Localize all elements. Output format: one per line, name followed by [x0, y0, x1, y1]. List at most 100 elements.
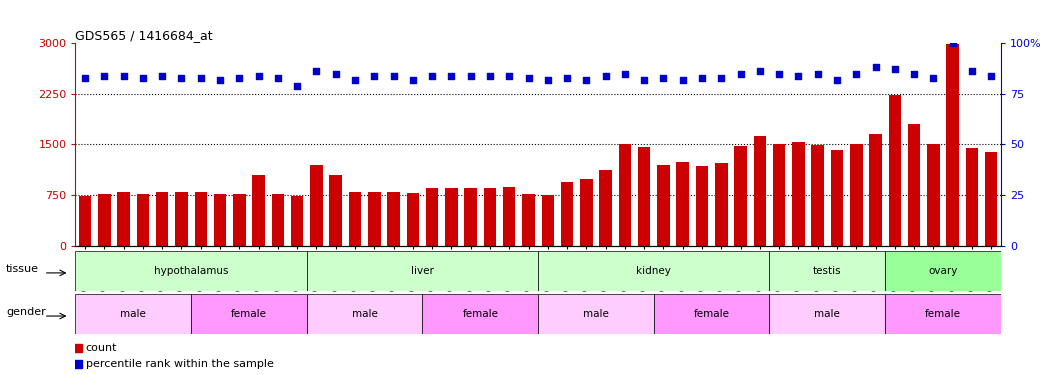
- Bar: [175, 192, 188, 246]
- Text: male: male: [121, 309, 147, 319]
- Bar: [889, 95, 901, 246]
- Bar: [503, 187, 516, 246]
- Bar: [195, 192, 208, 246]
- Text: gender: gender: [6, 307, 46, 317]
- Point: [366, 72, 383, 78]
- Bar: [561, 182, 573, 246]
- Point: [212, 76, 228, 82]
- Point: [501, 72, 518, 78]
- Point: [77, 75, 93, 81]
- Bar: [696, 166, 708, 246]
- Bar: [307, 294, 422, 334]
- Point: [154, 72, 171, 78]
- Point: [134, 75, 151, 81]
- Text: count: count: [86, 343, 117, 353]
- Point: [289, 82, 306, 88]
- Point: [540, 76, 556, 82]
- Bar: [271, 194, 284, 246]
- Bar: [214, 194, 226, 246]
- Text: ovary: ovary: [929, 266, 958, 276]
- Point: [733, 70, 749, 76]
- Bar: [425, 188, 438, 246]
- Bar: [654, 294, 769, 334]
- Bar: [538, 251, 769, 291]
- Bar: [75, 251, 307, 291]
- Text: percentile rank within the sample: percentile rank within the sample: [86, 359, 274, 369]
- Bar: [233, 194, 245, 246]
- Bar: [886, 251, 1001, 291]
- Bar: [869, 134, 881, 246]
- Bar: [329, 175, 342, 246]
- Text: testis: testis: [813, 266, 842, 276]
- Point: [983, 72, 1000, 78]
- Point: [231, 75, 247, 81]
- Bar: [388, 192, 400, 246]
- Bar: [368, 192, 380, 246]
- Point: [347, 76, 364, 82]
- Bar: [310, 165, 323, 246]
- Bar: [464, 188, 477, 246]
- Point: [405, 76, 421, 82]
- Bar: [99, 194, 111, 246]
- Bar: [291, 196, 304, 246]
- Bar: [79, 196, 91, 246]
- Point: [597, 72, 614, 78]
- Point: [829, 76, 846, 82]
- Point: [905, 70, 922, 76]
- Bar: [735, 146, 747, 246]
- Text: female: female: [231, 309, 267, 319]
- Bar: [581, 180, 592, 246]
- Point: [867, 64, 883, 70]
- Bar: [522, 194, 534, 246]
- Point: [963, 69, 980, 75]
- Bar: [769, 294, 886, 334]
- Point: [173, 75, 190, 81]
- Bar: [117, 192, 130, 246]
- Point: [520, 75, 537, 81]
- Text: male: male: [352, 309, 377, 319]
- Bar: [772, 144, 785, 246]
- Text: kidney: kidney: [636, 266, 672, 276]
- Bar: [542, 195, 554, 246]
- Point: [115, 72, 132, 78]
- Point: [462, 72, 479, 78]
- Bar: [253, 175, 265, 246]
- Bar: [985, 153, 998, 246]
- Bar: [850, 144, 863, 246]
- Text: liver: liver: [411, 266, 434, 276]
- Bar: [886, 294, 1001, 334]
- Bar: [349, 192, 362, 246]
- Bar: [927, 144, 940, 246]
- Point: [944, 40, 961, 46]
- Point: [616, 70, 633, 76]
- Point: [193, 75, 210, 81]
- Bar: [811, 145, 824, 246]
- Bar: [407, 193, 419, 246]
- Bar: [422, 294, 538, 334]
- Bar: [676, 162, 689, 246]
- Bar: [946, 45, 959, 246]
- Bar: [445, 188, 458, 246]
- Bar: [156, 192, 169, 246]
- Point: [809, 70, 826, 76]
- Text: hypothalamus: hypothalamus: [154, 266, 228, 276]
- Text: female: female: [462, 309, 498, 319]
- Point: [443, 72, 460, 78]
- Text: male: male: [583, 309, 609, 319]
- Bar: [769, 251, 886, 291]
- Point: [694, 75, 711, 81]
- Point: [482, 72, 499, 78]
- Point: [308, 69, 325, 75]
- Point: [655, 75, 672, 81]
- Point: [327, 70, 344, 76]
- Text: female: female: [925, 309, 961, 319]
- Point: [848, 70, 865, 76]
- Bar: [792, 142, 805, 246]
- Bar: [484, 188, 496, 246]
- Bar: [715, 163, 727, 246]
- Bar: [136, 194, 149, 246]
- Point: [577, 76, 594, 82]
- Text: female: female: [694, 309, 729, 319]
- Point: [925, 75, 942, 81]
- Bar: [618, 144, 631, 246]
